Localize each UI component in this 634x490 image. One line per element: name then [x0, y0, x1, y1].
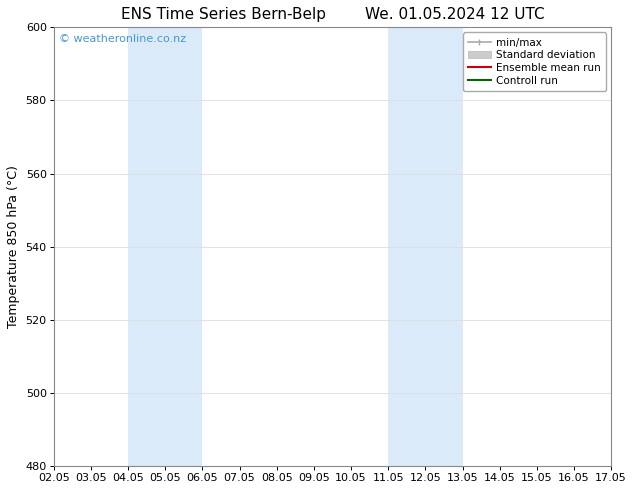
Text: © weatheronline.co.nz: © weatheronline.co.nz [59, 34, 186, 44]
Bar [388, 27, 463, 466]
Title: ENS Time Series Bern-Belp        We. 01.05.2024 12 UTC: ENS Time Series Bern-Belp We. 01.05.2024… [120, 7, 544, 22]
Legend: min/max, Standard deviation, Ensemble mean run, Controll run: min/max, Standard deviation, Ensemble me… [463, 32, 606, 91]
Y-axis label: Temperature 850 hPa (°C): Temperature 850 hPa (°C) [7, 165, 20, 328]
Bar [128, 27, 202, 466]
